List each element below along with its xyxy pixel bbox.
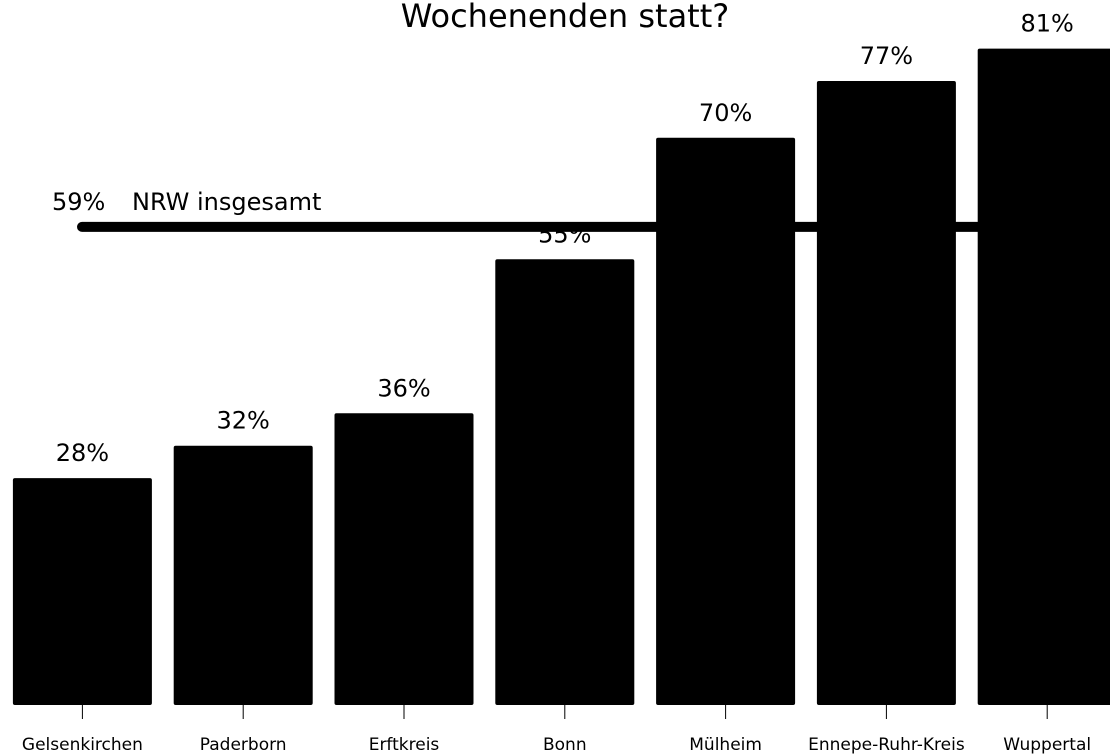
value-label: 36% bbox=[377, 374, 430, 402]
bar bbox=[173, 445, 313, 705]
bar bbox=[816, 81, 956, 705]
value-label: 28% bbox=[56, 439, 109, 467]
bar bbox=[334, 413, 474, 705]
x-tick-label: Gelsenkirchen bbox=[22, 735, 143, 754]
value-label: 32% bbox=[217, 407, 270, 435]
bar bbox=[977, 48, 1110, 705]
x-tick-label: Wuppertal bbox=[1003, 735, 1091, 754]
reference-label: NRW insgesamt bbox=[132, 188, 321, 216]
value-label: 70% bbox=[699, 99, 752, 127]
value-label: 77% bbox=[860, 42, 913, 70]
reference-value-label: 59% bbox=[52, 188, 105, 216]
value-label: 81% bbox=[1021, 10, 1074, 38]
x-tick-label: Paderborn bbox=[200, 735, 287, 754]
x-tick-label: Mülheim bbox=[689, 735, 762, 754]
bar bbox=[12, 478, 152, 705]
bar bbox=[495, 259, 635, 705]
bar bbox=[656, 137, 796, 706]
x-tick-label: Erftkreis bbox=[369, 735, 440, 754]
chart-title: Wochenenden statt? bbox=[401, 0, 730, 35]
x-tick-label: Ennepe-Ruhr-Kreis bbox=[808, 735, 965, 754]
x-tick-label: Bonn bbox=[543, 735, 587, 754]
